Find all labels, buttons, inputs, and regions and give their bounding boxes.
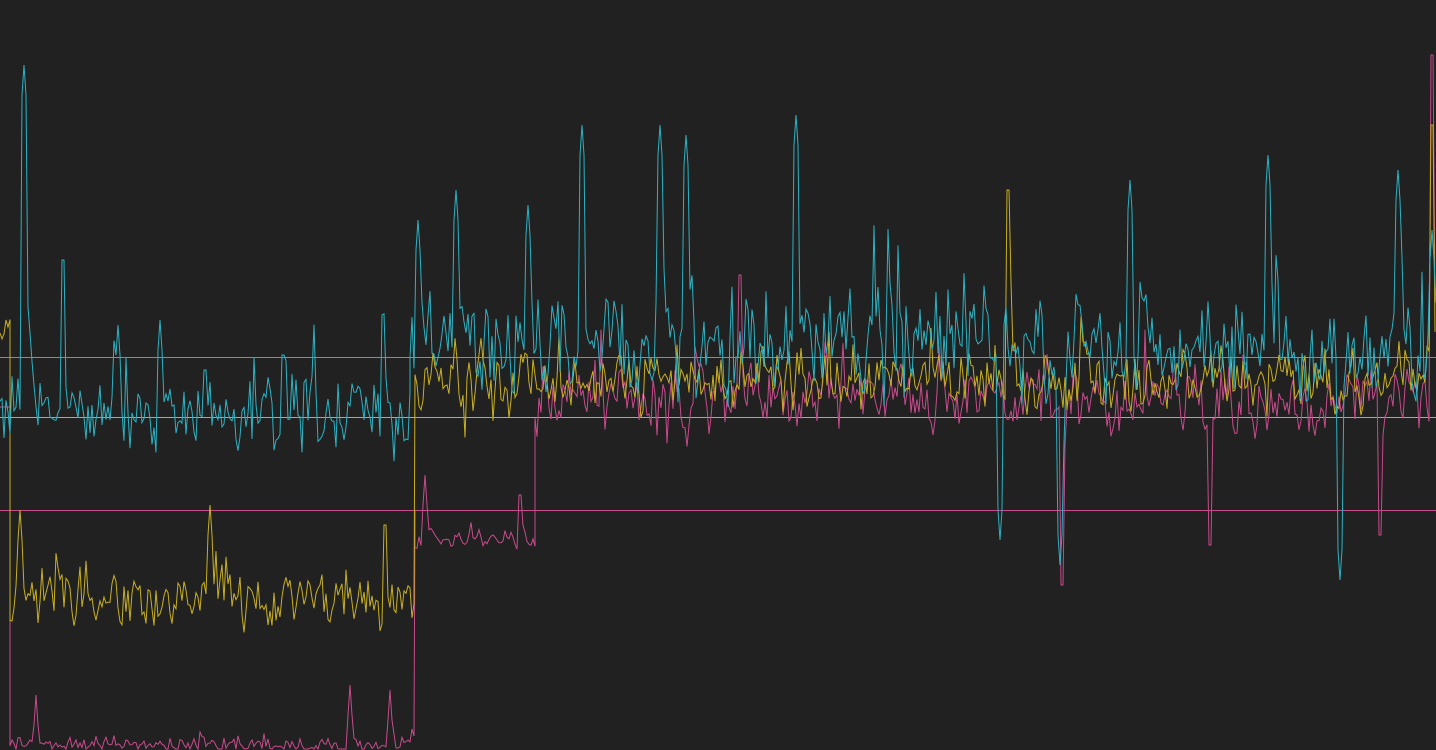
series-lines xyxy=(0,54,1436,750)
reference-lines xyxy=(0,357,1436,511)
cyan-series-line xyxy=(0,64,1436,581)
yellow-series-line xyxy=(0,124,1436,633)
